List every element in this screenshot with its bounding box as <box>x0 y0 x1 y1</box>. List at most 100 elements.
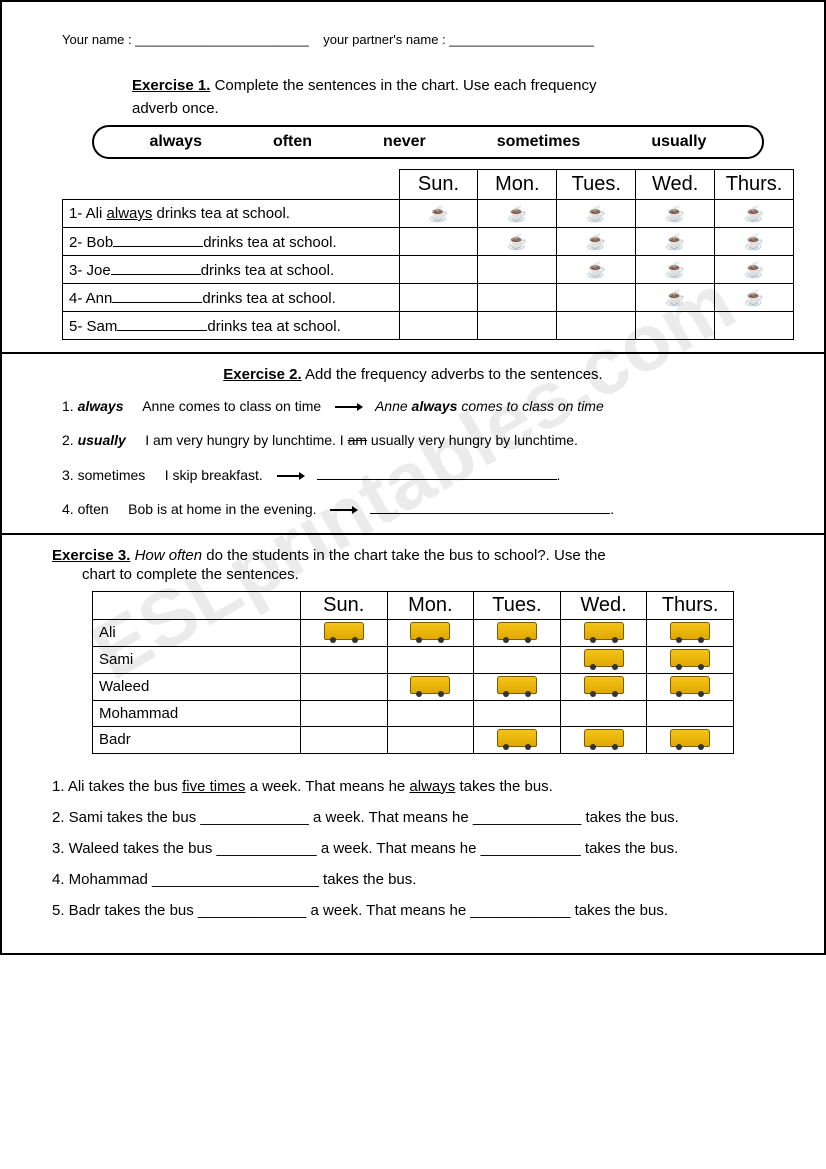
mark-cell: ☕ <box>478 200 557 228</box>
mark-cell <box>478 256 557 284</box>
bus-icon <box>324 622 364 640</box>
teacup-icon: ☕ <box>429 206 449 223</box>
mark-cell: ☕ <box>557 256 636 284</box>
bus-cell <box>560 726 647 753</box>
ex3-day-header: Sun. <box>300 591 387 619</box>
mark-cell: ☕ <box>715 256 794 284</box>
bus-cell <box>387 646 474 673</box>
bus-cell <box>560 619 647 646</box>
table-row: 1- Ali always drinks tea at school. ☕ ☕ ☕ ☕ ☕ <box>63 200 794 228</box>
bus-cell <box>300 726 387 753</box>
mark-cell: ☕ <box>715 228 794 256</box>
mark-cell <box>478 284 557 312</box>
bus-cell <box>474 700 561 726</box>
bus-icon <box>584 649 624 667</box>
teacup-icon: ☕ <box>586 234 606 251</box>
ex3-sentence: 1. Ali takes the bus five times a week. … <box>52 778 774 795</box>
table-row: 3- Joedrinks tea at school.☕☕☕ <box>63 256 794 284</box>
ex2-row: 3. sometimes I skip breakfast. . <box>62 464 764 486</box>
bus-cell <box>560 646 647 673</box>
divider-1 <box>2 352 824 354</box>
bus-cell <box>560 700 647 726</box>
table-row: Ali <box>93 619 734 646</box>
teacup-icon: ☕ <box>507 234 527 251</box>
table-row: Badr <box>93 726 734 753</box>
bus-icon <box>670 676 710 694</box>
mark-cell: ☕ <box>636 228 715 256</box>
bus-cell <box>300 700 387 726</box>
word-usually: usually <box>651 133 706 151</box>
ex3-label: Exercise 3. <box>52 547 130 564</box>
teacup-icon: ☕ <box>665 262 685 279</box>
sentence-cell: 2- Bobdrinks tea at school. <box>63 228 400 256</box>
bus-cell <box>387 726 474 753</box>
mark-cell: ☕ <box>557 228 636 256</box>
ex1-day-header: Tues. <box>557 170 636 200</box>
bus-cell <box>560 673 647 700</box>
ex1-day-header: Thurs. <box>715 170 794 200</box>
bus-cell <box>474 619 561 646</box>
ex3-heading: Exercise 3. How often do the students in… <box>52 547 774 564</box>
word-sometimes: sometimes <box>497 133 581 151</box>
bus-cell <box>647 619 734 646</box>
mark-cell <box>478 312 557 340</box>
mark-cell <box>715 312 794 340</box>
sentence-cell: 4- Anndrinks tea at school. <box>63 284 400 312</box>
bus-icon <box>410 622 450 640</box>
ex1-heading: Exercise 1. Complete the sentences in th… <box>132 77 794 94</box>
bus-cell <box>387 700 474 726</box>
teacup-icon: ☕ <box>665 206 685 223</box>
arrow-icon <box>328 498 358 520</box>
arrow-icon <box>333 395 363 417</box>
divider-2 <box>2 533 824 535</box>
ex2-row: 1. always Anne comes to class on time An… <box>62 395 764 417</box>
bus-icon <box>584 676 624 694</box>
bus-icon <box>584 622 624 640</box>
sentence-cell: 5- Samdrinks tea at school. <box>63 312 400 340</box>
teacup-icon: ☕ <box>586 262 606 279</box>
teacup-icon: ☕ <box>744 290 764 307</box>
ex3-day-header: Tues. <box>474 591 561 619</box>
ex1-instruction-1: Complete the sentences in the chart. Use… <box>215 77 597 94</box>
teacup-icon: ☕ <box>665 234 685 251</box>
ex1-table: Sun.Mon.Tues.Wed.Thurs. 1- Ali always dr… <box>62 169 794 340</box>
word-always: always <box>149 133 201 151</box>
bus-icon <box>497 729 537 747</box>
mark-cell: ☕ <box>715 284 794 312</box>
ex2-label: Exercise 2. <box>223 366 301 383</box>
teacup-icon: ☕ <box>744 234 764 251</box>
partner-name-label: your partner's name : __________________… <box>323 32 594 47</box>
mark-cell <box>557 284 636 312</box>
student-name-cell: Mohammad <box>93 700 301 726</box>
ex3-sentence: 2. Sami takes the bus _____________ a we… <box>52 809 774 826</box>
teacup-icon: ☕ <box>586 206 606 223</box>
bus-cell <box>300 646 387 673</box>
content: Your name : ________________________ you… <box>32 32 794 919</box>
bus-cell <box>300 673 387 700</box>
bus-icon <box>670 622 710 640</box>
student-name-cell: Badr <box>93 726 301 753</box>
ex2-row: 2. usually I am very hungry by lunchtime… <box>62 429 764 451</box>
bus-cell <box>300 619 387 646</box>
ex2-instruction: Add the frequency adverbs to the sentenc… <box>305 366 603 383</box>
ex3-instruction-1: do the students in the chart take the bu… <box>206 547 605 564</box>
mark-cell <box>399 256 478 284</box>
bus-icon <box>670 729 710 747</box>
ex3-day-header: Mon. <box>387 591 474 619</box>
ex3-sentence: 3. Waleed takes the bus ____________ a w… <box>52 840 774 857</box>
sentence-cell: 1- Ali always drinks tea at school. <box>63 200 400 228</box>
ex2-heading: Exercise 2. Add the frequency adverbs to… <box>62 366 764 383</box>
mark-cell: ☕ <box>636 200 715 228</box>
ex3-sentence: 5. Badr takes the bus _____________ a we… <box>52 902 774 919</box>
worksheet-page: ESLprintables.com Your name : __________… <box>0 0 826 955</box>
mark-cell: ☕ <box>715 200 794 228</box>
ex3-table: Sun.Mon.Tues.Wed.Thurs. AliSamiWaleedMoh… <box>92 591 734 754</box>
table-row: Waleed <box>93 673 734 700</box>
teacup-icon: ☕ <box>507 206 527 223</box>
ex1-day-header: Mon. <box>478 170 557 200</box>
word-box: alwaysoftenneversometimesusually <box>92 125 764 159</box>
bus-cell <box>474 673 561 700</box>
your-name-label: Your name : ________________________ <box>62 32 309 47</box>
word-often: often <box>273 133 312 151</box>
ex1-instruction-2: adverb once. <box>132 100 794 117</box>
